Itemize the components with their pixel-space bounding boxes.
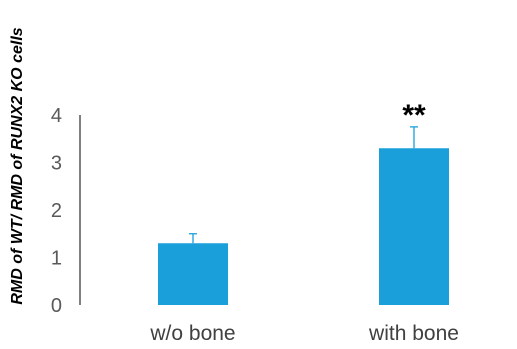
category-label: w/o bone	[149, 322, 235, 345]
y-tick-label: 2	[51, 200, 62, 222]
category-label: with bone	[368, 322, 459, 345]
error-bars	[189, 126, 418, 244]
bar	[158, 243, 228, 305]
bar	[379, 148, 449, 305]
annotations: **	[402, 99, 426, 132]
category-labels: w/o bone with bone	[149, 322, 459, 345]
error-bar	[410, 126, 418, 149]
bars	[158, 148, 449, 305]
y-tick-label: 4	[51, 105, 62, 127]
y-tick-label: 0	[51, 295, 62, 317]
y-tick-label: 1	[51, 248, 62, 270]
error-bar	[189, 233, 197, 244]
y-tick-label: 3	[51, 153, 62, 175]
significance-annotation: **	[402, 99, 426, 132]
y-axis-label: RMD of WT/ RMD of RUNX2 KO cells	[9, 27, 26, 304]
y-tick-labels: 0 1 2 3 4	[51, 105, 62, 317]
